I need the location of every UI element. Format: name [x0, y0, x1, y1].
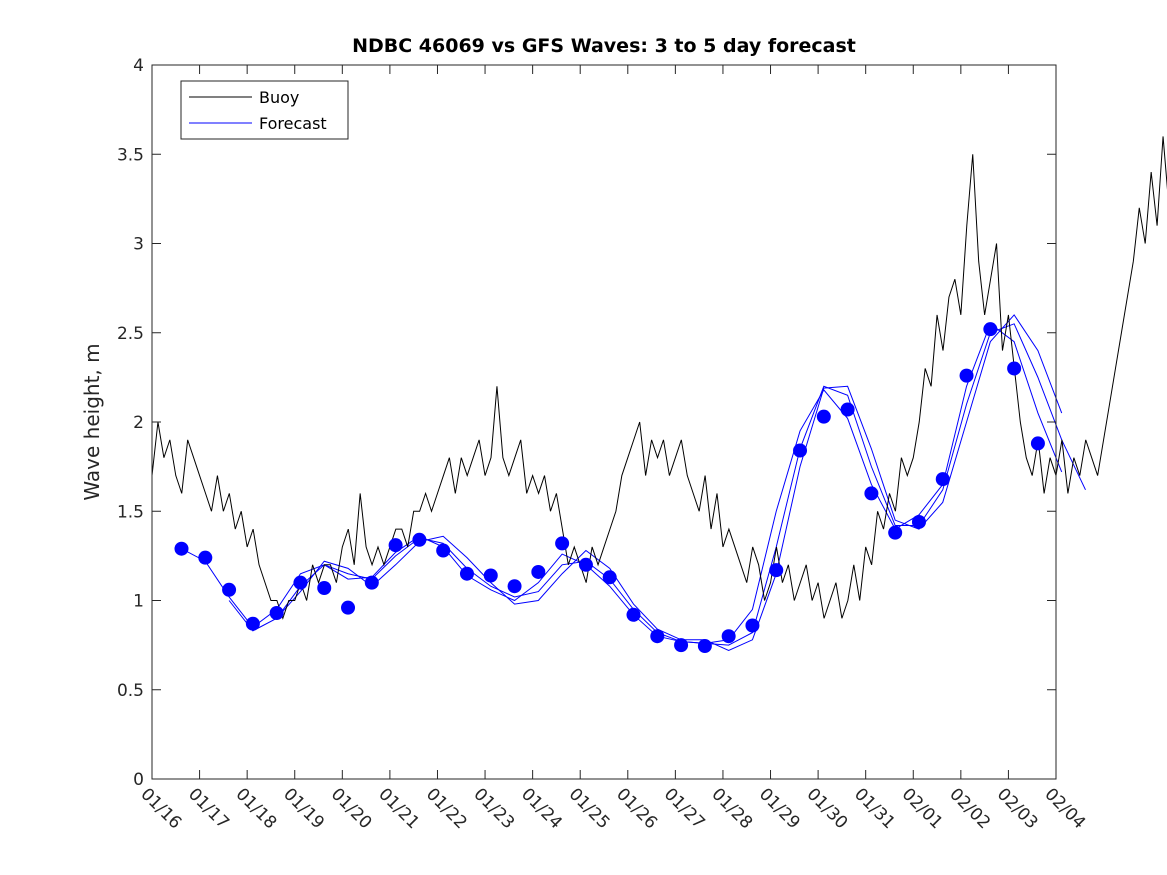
- forecast-dot: [626, 607, 641, 622]
- forecast-dot: [531, 564, 546, 579]
- forecast-dot: [555, 536, 570, 551]
- forecast-dot: [436, 543, 451, 558]
- forecast-dot: [317, 581, 332, 596]
- y-tick-label: 2.5: [117, 324, 144, 344]
- forecast-dot: [412, 532, 427, 547]
- forecast-dot: [745, 618, 760, 633]
- forecast-dot: [650, 629, 665, 644]
- legend: Buoy Forecast: [180, 80, 349, 140]
- forecast-dot: [721, 629, 736, 644]
- forecast-dot: [1007, 361, 1022, 376]
- y-tick-label: 2: [133, 413, 144, 433]
- forecast-dot: [198, 550, 213, 565]
- forecast-dot: [578, 557, 593, 572]
- y-tick-label: 3.5: [117, 145, 144, 165]
- forecast-dot: [697, 639, 712, 654]
- forecast-dot: [388, 538, 403, 553]
- forecast-dot: [245, 616, 260, 631]
- forecast-run-line-2: [276, 314, 1063, 652]
- forecast-dot: [935, 472, 950, 487]
- y-tick-label: 0.5: [117, 681, 144, 701]
- forecast-dot: [674, 638, 689, 653]
- forecast-dot: [341, 600, 356, 615]
- forecast-dot: [959, 368, 974, 383]
- forecast-dot: [222, 582, 237, 597]
- forecast-dot: [864, 486, 879, 501]
- forecast-dot: [983, 322, 998, 337]
- forecast-dot: [459, 566, 474, 581]
- y-axis-label: Wave height, m: [80, 343, 104, 500]
- forecast-dot: [507, 579, 522, 594]
- chart-title: NDBC 46069 vs GFS Waves: 3 to 5 day fore…: [352, 35, 856, 57]
- forecast-dot: [888, 525, 903, 540]
- forecast-dot: [293, 575, 308, 590]
- forecast-dot: [483, 568, 498, 583]
- forecast-dot: [840, 402, 855, 417]
- buoy-line: [151, 136, 1167, 620]
- y-tick-label: 1: [133, 592, 144, 612]
- y-tick-label: 0: [133, 770, 144, 790]
- plot-area: [151, 136, 1167, 654]
- legend-buoy-label: Buoy: [259, 88, 299, 107]
- legend-forecast-label: Forecast: [259, 114, 327, 133]
- forecast-dot: [364, 575, 379, 590]
- forecast-dot: [793, 443, 808, 458]
- y-tick-label: 4: [133, 56, 144, 76]
- y-tick-label: 1.5: [117, 502, 144, 522]
- forecast-dot: [602, 570, 617, 585]
- forecast-dot: [911, 514, 926, 529]
- forecast-dot: [816, 409, 831, 424]
- forecast-dot: [1030, 436, 1045, 451]
- legend-box: [180, 80, 349, 140]
- forecast-dot: [174, 541, 189, 556]
- forecast-dot: [769, 563, 784, 578]
- y-tick-label: 3: [133, 235, 144, 255]
- forecast-dot: [269, 605, 284, 620]
